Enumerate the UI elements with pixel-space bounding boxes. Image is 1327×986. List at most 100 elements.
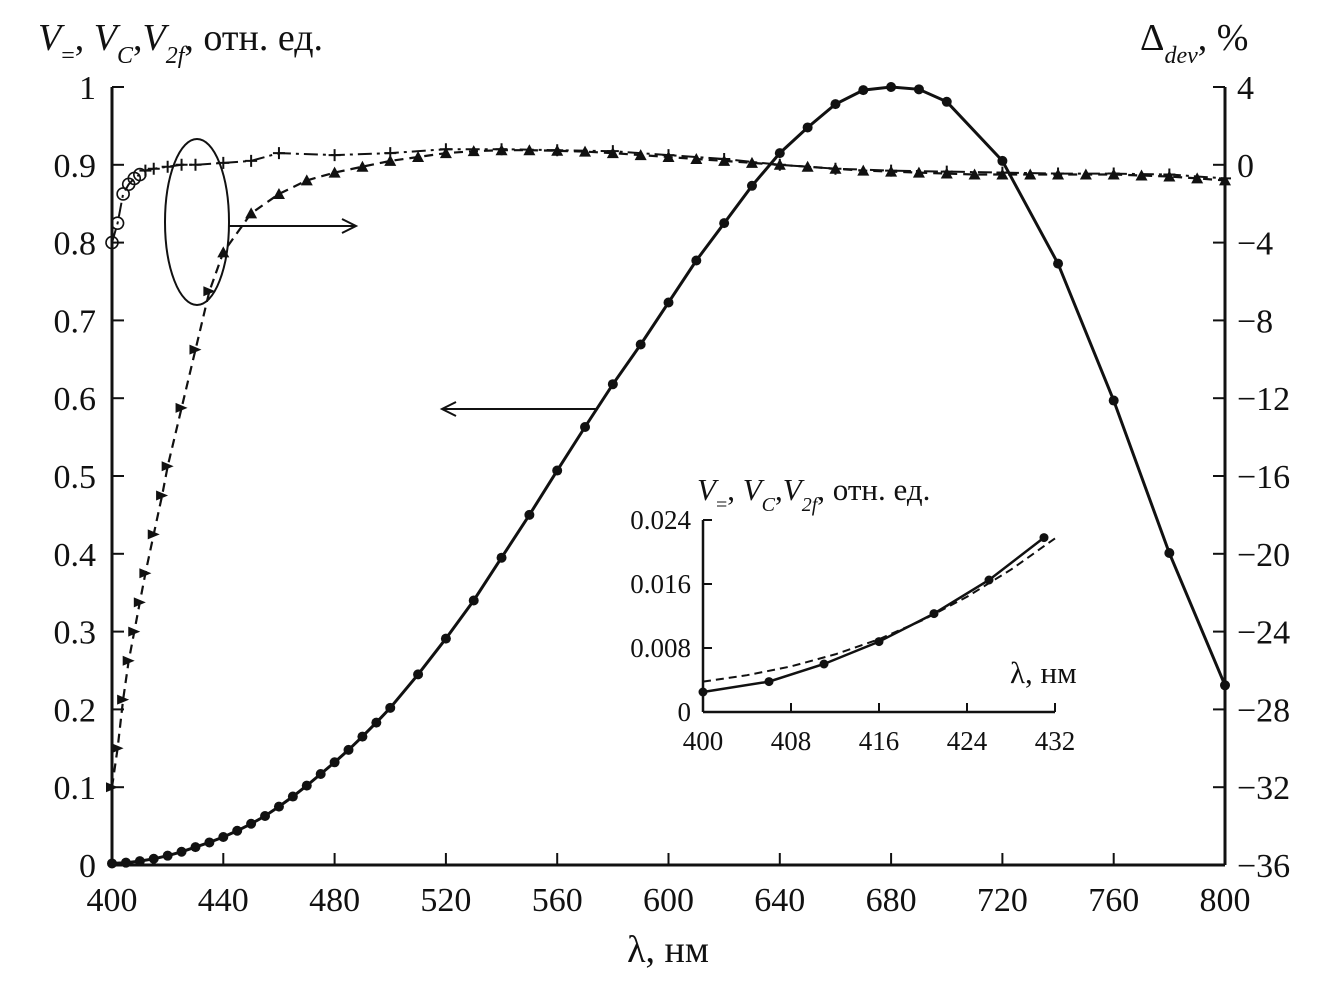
x-tick-label: 720: [977, 882, 1028, 919]
data-point-s3: [606, 145, 619, 158]
data-point-s2: [156, 490, 169, 501]
y-left-tick-label: 1: [79, 70, 96, 107]
inset-xlabel: λ, нм: [1010, 655, 1077, 690]
data-point-s3: [1163, 168, 1176, 181]
inset-data-point: [874, 637, 884, 647]
data-point-s1: [148, 853, 159, 864]
y-axis-left-label: V=, VC,V2f, отн. ед.: [38, 17, 323, 69]
ylabel-left-sub3: 2f: [166, 43, 188, 69]
data-point-s1: [357, 731, 368, 742]
x-tick-label: 440: [198, 882, 249, 919]
data-point-s3: [328, 149, 341, 162]
data-point-s1: [343, 744, 354, 755]
data-point-s1: [413, 669, 424, 680]
data-point-s3: [189, 158, 202, 171]
data-point-s1: [204, 837, 215, 848]
data-point-s1: [162, 850, 173, 861]
inset-x-tick-label: 400: [683, 726, 724, 756]
data-point-s1: [190, 842, 201, 853]
data-point-s3: [384, 147, 397, 160]
ylabel-right-main: Δ: [1140, 17, 1164, 59]
inset-ylabel-sep2: ,: [775, 472, 783, 507]
inset-x-tick-label: 416: [859, 726, 900, 756]
data-point-s2: [745, 156, 758, 168]
data-point-s1: [1053, 258, 1064, 269]
data-point-s3: [773, 158, 786, 171]
data-point-s3: [829, 162, 842, 175]
data-point-s1: [301, 780, 312, 791]
y-left-tick-label: 0.5: [54, 459, 97, 496]
y-left-tick-label: 0.3: [54, 615, 97, 652]
inset-y-tick-label: 0.016: [630, 569, 691, 599]
inset-y-tick-label: 0.008: [630, 633, 691, 663]
series-line-1: [111, 85, 1227, 865]
data-point-s3: [105, 235, 119, 250]
x-tick-label: 760: [1088, 882, 1139, 919]
x-tick-label: 480: [309, 882, 360, 919]
x-tick-label: 400: [87, 882, 138, 919]
data-point-s2: [1191, 172, 1204, 184]
series-line-2: [110, 149, 1226, 788]
y-right-tick-label: 0: [1237, 148, 1254, 185]
inset-x-tick-label: 408: [771, 726, 812, 756]
data-point-s1: [232, 825, 243, 836]
x-tick-label: 800: [1200, 882, 1251, 919]
inset-ylabel-sub2: C: [762, 494, 776, 516]
data-point-s1: [1220, 680, 1230, 691]
data-point-s3: [718, 152, 731, 165]
data-point-s1: [371, 717, 382, 728]
data-point-s2: [912, 166, 925, 178]
inset-ticks: 400 408 416 424 432 0 0.008 0.016 0.024: [630, 505, 1075, 756]
data-point-s1: [176, 846, 187, 857]
data-point-s3: [245, 154, 258, 167]
data-point-s2: [272, 187, 285, 199]
data-point-s2: [106, 782, 118, 793]
ylabel-left-sub2: C: [117, 43, 134, 69]
data-point-s2: [690, 152, 703, 164]
data-point-s1: [580, 421, 591, 432]
data-point-s2: [356, 160, 369, 172]
data-point-s3: [662, 149, 675, 162]
data-point-s1: [496, 552, 507, 563]
data-point-s2: [203, 286, 216, 297]
data-point-s1: [858, 85, 869, 96]
data-point-s1: [941, 96, 952, 107]
y-right-tick-label: −8: [1237, 303, 1273, 340]
data-point-s1: [607, 379, 618, 390]
inset-ylabel-sub3: 2f: [802, 494, 820, 516]
data-point-s2: [122, 655, 135, 666]
data-point-s2: [175, 402, 188, 413]
data-point-s3: [1219, 172, 1231, 185]
ylabel-left-sep2: ,: [133, 17, 143, 59]
data-point-s2: [1079, 168, 1092, 180]
data-point-s1: [913, 84, 924, 95]
inset-y-tick-label: 0.024: [630, 505, 691, 535]
data-point-s1: [273, 801, 284, 812]
annotations: [164, 138, 598, 417]
data-point-s2: [1024, 168, 1037, 180]
data-point-s2: [328, 166, 341, 178]
data-point-s1: [120, 857, 131, 868]
data-point-s2: [117, 694, 130, 705]
data-point-s1: [385, 702, 396, 713]
data-point-s2: [801, 160, 814, 172]
data-point-s1: [691, 255, 702, 266]
y-left-tick-label: 0.4: [54, 537, 97, 574]
data-point-s1: [746, 180, 757, 191]
y-right-tick-label: −24: [1237, 615, 1290, 652]
ylabel-left-sep1: ,: [75, 17, 94, 59]
data-point-s1: [774, 148, 785, 159]
y-left-tick-label: 0.7: [54, 303, 97, 340]
data-point-s3: [1107, 167, 1120, 180]
data-point-s2: [147, 529, 160, 540]
y-left-tick-label: 0.1: [54, 770, 97, 807]
data-point-s1: [663, 297, 674, 308]
y-right-tick-label: 4: [1237, 70, 1254, 107]
y-left-tick-label: 0.2: [54, 692, 97, 729]
y-left-tick-label: 0.8: [54, 226, 97, 263]
data-point-s1: [260, 810, 271, 821]
data-point-s1: [886, 82, 897, 92]
inset-y-tick-label: 0: [678, 697, 692, 727]
data-point-s2: [133, 597, 146, 608]
y-right-tick-label: −16: [1237, 459, 1290, 496]
